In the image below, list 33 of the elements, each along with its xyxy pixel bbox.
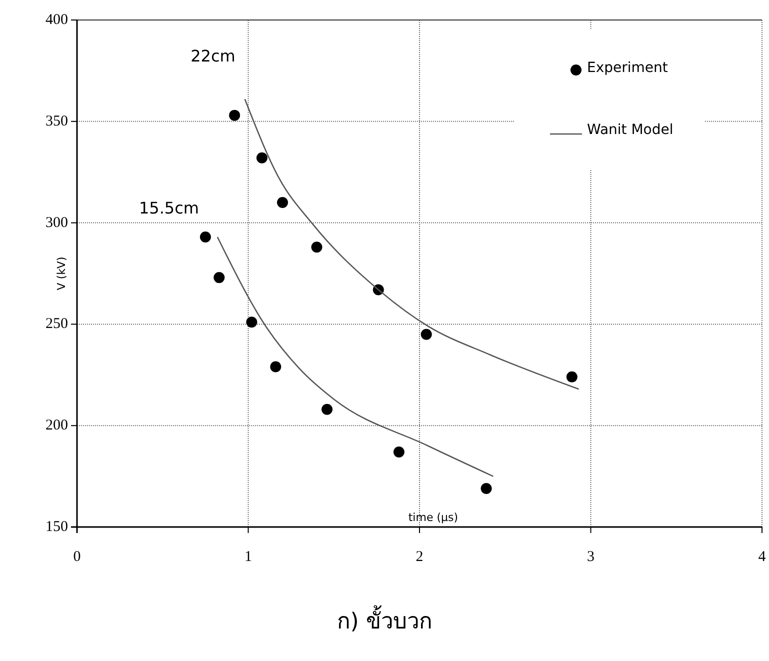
point <box>322 404 333 415</box>
y-tick-label: 150 <box>46 519 68 535</box>
y-tick-label: 400 <box>46 12 68 28</box>
point <box>393 446 404 458</box>
point <box>200 232 211 242</box>
point <box>229 110 240 121</box>
x-tick-label: 3 <box>587 549 594 565</box>
point <box>246 316 258 328</box>
point <box>214 272 225 284</box>
y-axis-title: V (kV) <box>55 256 68 290</box>
line-series <box>244 98 580 390</box>
point <box>311 242 322 253</box>
point <box>256 152 268 164</box>
annotation: 15.5cm <box>138 198 200 218</box>
y-tick-label: 200 <box>46 418 68 434</box>
annotation: 22cm <box>190 46 236 66</box>
x-tick-label: 0 <box>73 549 81 565</box>
legend-label: Experiment <box>587 60 668 76</box>
point <box>566 371 578 382</box>
y-tick-label: 250 <box>46 316 68 332</box>
y-tick-label: 300 <box>46 214 68 231</box>
x-tick-label: 1 <box>244 549 252 565</box>
point <box>420 328 432 340</box>
text: ก) ขั้วบวก <box>337 606 432 634</box>
point <box>480 482 492 494</box>
legend-label: Wanit Model <box>587 122 674 138</box>
x-axis-title: time (μs) <box>408 511 458 524</box>
point <box>277 197 288 208</box>
x-tick-label: 2 <box>416 549 424 565</box>
line-series <box>216 236 494 477</box>
y-tick-label: 350 <box>46 113 68 130</box>
point <box>270 361 282 372</box>
x-tick-label: 4 <box>758 549 766 565</box>
